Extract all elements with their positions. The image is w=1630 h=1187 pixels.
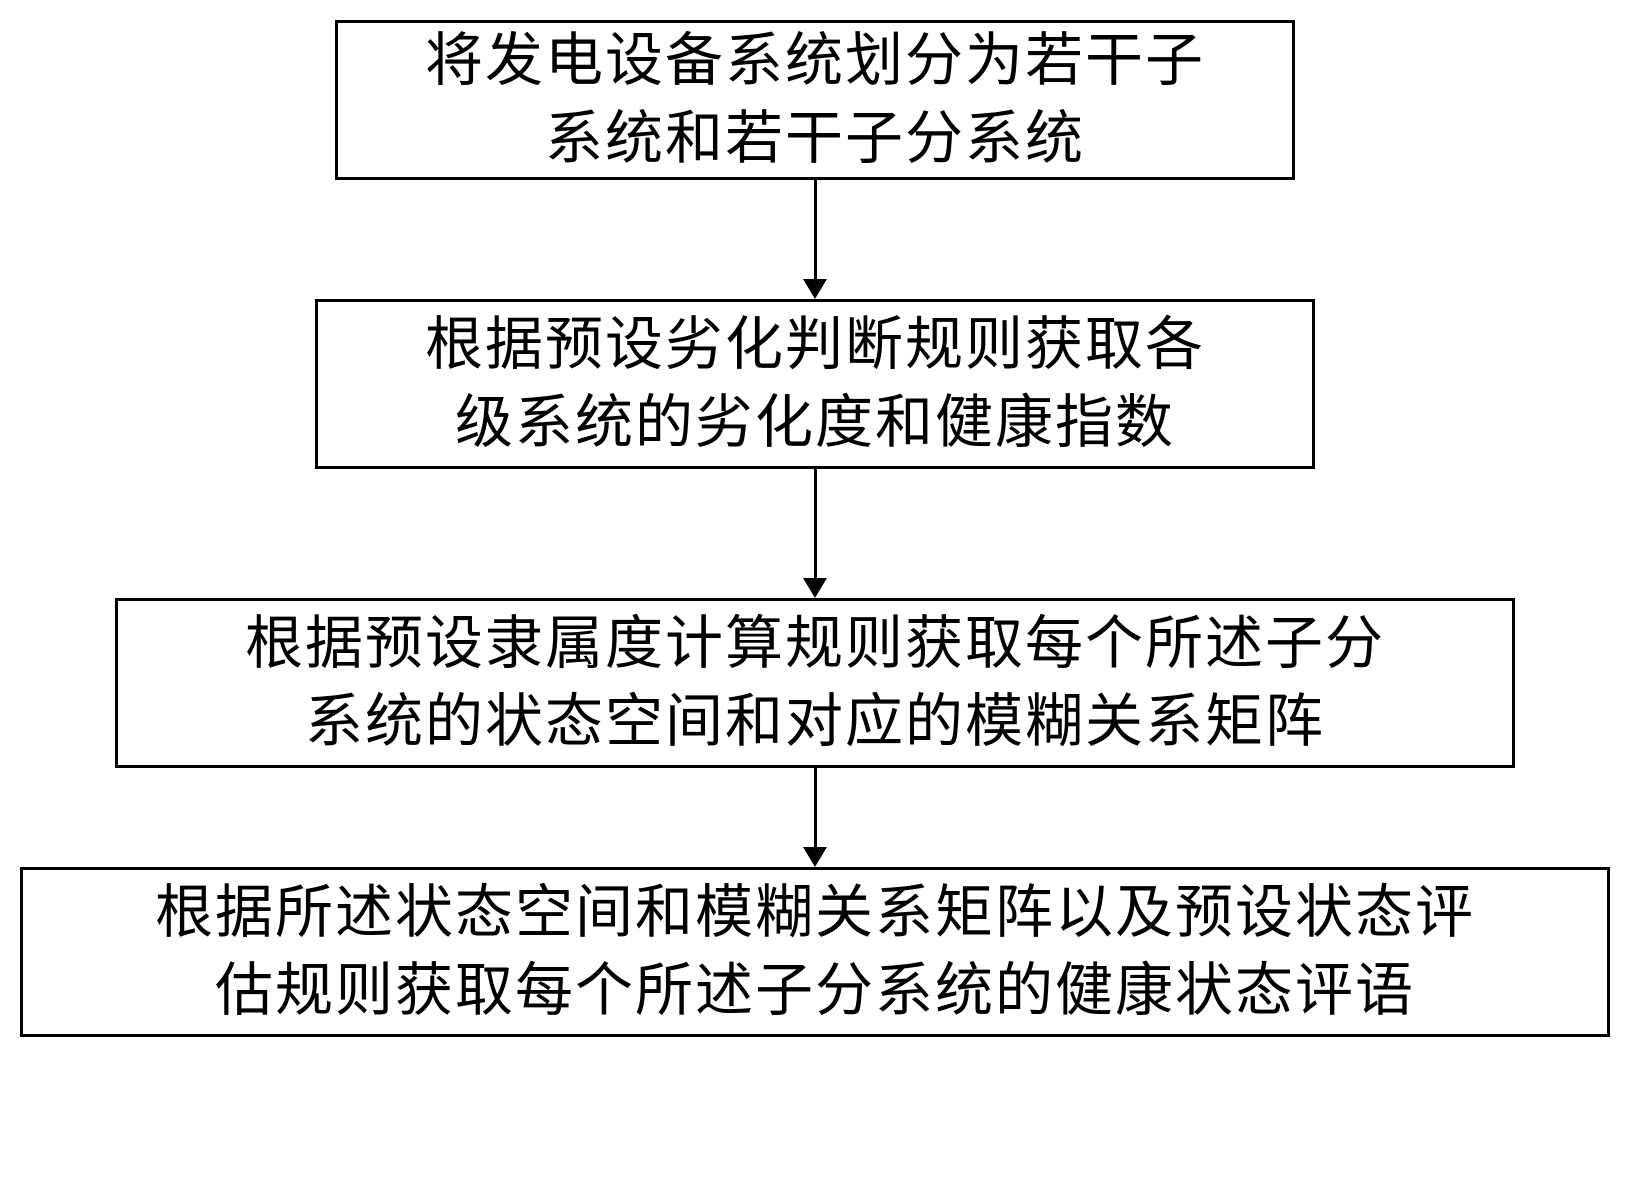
node-text: 根据预设隶属度计算规则获取每个所述子分 系统的状态空间和对应的模糊关系矩阵 bbox=[245, 605, 1385, 762]
flowchart-node-step1: 将发电设备系统划分为若干子 系统和若干子分系统 bbox=[335, 20, 1295, 180]
flowchart-arrow bbox=[803, 768, 827, 867]
flowchart-arrow bbox=[803, 180, 827, 299]
flowchart-container: 将发电设备系统划分为若干子 系统和若干子分系统 根据预设劣化判断规则获取各 级系… bbox=[20, 20, 1610, 1037]
arrow-head-icon bbox=[803, 578, 827, 598]
flowchart-arrow bbox=[803, 469, 827, 598]
arrow-line bbox=[814, 768, 817, 848]
arrow-line bbox=[814, 180, 817, 280]
flowchart-node-step2: 根据预设劣化判断规则获取各 级系统的劣化度和健康指数 bbox=[315, 299, 1315, 469]
arrow-head-icon bbox=[803, 847, 827, 867]
node-text: 根据预设劣化判断规则获取各 级系统的劣化度和健康指数 bbox=[425, 306, 1205, 463]
arrow-line bbox=[814, 469, 817, 579]
flowchart-node-step3: 根据预设隶属度计算规则获取每个所述子分 系统的状态空间和对应的模糊关系矩阵 bbox=[115, 598, 1515, 768]
flowchart-node-step4: 根据所述状态空间和模糊关系矩阵以及预设状态评 估规则获取每个所述子分系统的健康状… bbox=[20, 867, 1610, 1037]
arrow-head-icon bbox=[803, 279, 827, 299]
node-text: 根据所述状态空间和模糊关系矩阵以及预设状态评 估规则获取每个所述子分系统的健康状… bbox=[155, 874, 1475, 1031]
node-text: 将发电设备系统划分为若干子 系统和若干子分系统 bbox=[425, 22, 1205, 179]
